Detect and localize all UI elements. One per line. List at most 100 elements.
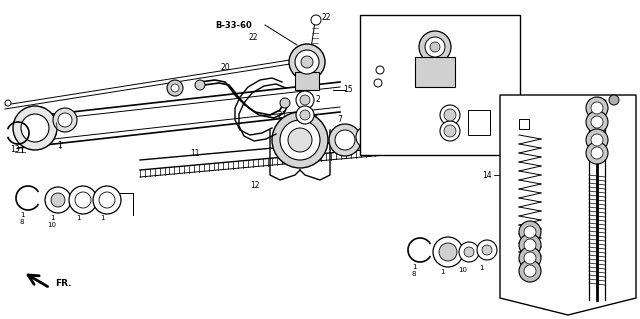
Bar [295,72,319,90]
Circle shape [329,124,361,156]
Text: 1: 1 [50,215,54,221]
Circle shape [440,121,460,141]
Circle shape [519,247,541,269]
Circle shape [53,108,77,132]
Text: 15: 15 [343,85,353,94]
Circle shape [300,110,310,120]
Circle shape [13,106,57,150]
Text: 11: 11 [190,149,200,158]
Circle shape [300,95,310,105]
Text: 23: 23 [490,118,500,128]
Text: 10: 10 [47,222,56,228]
Circle shape [295,50,319,74]
Circle shape [524,226,536,238]
Text: 20: 20 [220,63,230,71]
Circle shape [591,134,603,146]
Bar [360,15,520,155]
Circle shape [397,127,409,139]
Circle shape [464,247,474,257]
Text: 17: 17 [607,136,617,145]
Text: 19: 19 [310,121,319,127]
Circle shape [385,115,421,151]
Text: 17: 17 [624,136,634,145]
Text: 1: 1 [479,265,483,271]
Circle shape [524,265,536,277]
Text: 8: 8 [20,219,24,225]
Circle shape [440,105,460,125]
Circle shape [51,193,65,207]
Circle shape [519,260,541,282]
Text: 1: 1 [76,215,80,221]
Circle shape [376,66,384,74]
Circle shape [419,31,451,63]
Circle shape [289,44,325,80]
Circle shape [586,111,608,133]
Text: 22: 22 [248,33,258,41]
Polygon shape [500,95,636,315]
Circle shape [374,127,390,143]
Circle shape [519,234,541,256]
Bar [415,57,455,87]
Text: 6: 6 [376,118,380,128]
Circle shape [374,79,382,87]
Text: B-33-60: B-33-60 [398,23,435,32]
Circle shape [288,128,312,152]
Text: 18: 18 [607,149,617,158]
Circle shape [272,112,328,168]
Text: 13: 13 [10,145,20,154]
Circle shape [459,242,479,262]
Circle shape [301,56,313,68]
Circle shape [58,113,72,127]
Text: 8: 8 [412,271,416,277]
Text: 1: 1 [58,140,62,150]
Circle shape [391,121,415,145]
Circle shape [195,80,205,90]
Circle shape [356,126,378,148]
Text: 1: 1 [313,115,317,121]
Text: 12: 12 [250,181,260,189]
Circle shape [591,102,603,114]
Text: 9: 9 [404,108,408,116]
Text: 24: 24 [382,57,392,66]
Text: 1: 1 [100,215,104,221]
Text: 4: 4 [513,250,518,259]
Text: 2: 2 [316,95,321,105]
Circle shape [524,252,536,264]
Circle shape [586,142,608,164]
Circle shape [444,109,456,121]
Text: 2: 2 [461,118,467,128]
Circle shape [93,186,121,214]
Circle shape [433,237,463,267]
Circle shape [482,245,492,255]
Circle shape [519,221,541,243]
Circle shape [439,243,457,261]
Circle shape [99,192,115,208]
Text: 22: 22 [321,13,331,23]
Text: 25: 25 [370,91,380,100]
Text: S3V4  B3320: S3V4 B3320 [543,305,588,311]
Text: 3: 3 [516,121,522,130]
Bar [519,119,529,129]
Circle shape [280,98,290,108]
Text: 1: 1 [20,212,24,218]
Text: 16: 16 [624,95,634,105]
Text: 10: 10 [458,267,467,273]
Bar [468,110,490,135]
Circle shape [5,100,11,106]
Circle shape [586,97,608,119]
Circle shape [425,37,445,57]
Circle shape [167,80,183,96]
Text: 3: 3 [513,120,517,129]
Circle shape [477,240,497,260]
Circle shape [75,192,91,208]
Circle shape [444,125,456,137]
Circle shape [430,42,440,52]
Text: 7: 7 [337,115,342,124]
Circle shape [586,129,608,151]
Text: 17: 17 [514,136,524,145]
Text: 16: 16 [514,108,524,116]
Circle shape [21,114,49,142]
Circle shape [524,239,536,251]
Text: 18: 18 [624,150,634,159]
Text: 1: 1 [412,264,416,270]
